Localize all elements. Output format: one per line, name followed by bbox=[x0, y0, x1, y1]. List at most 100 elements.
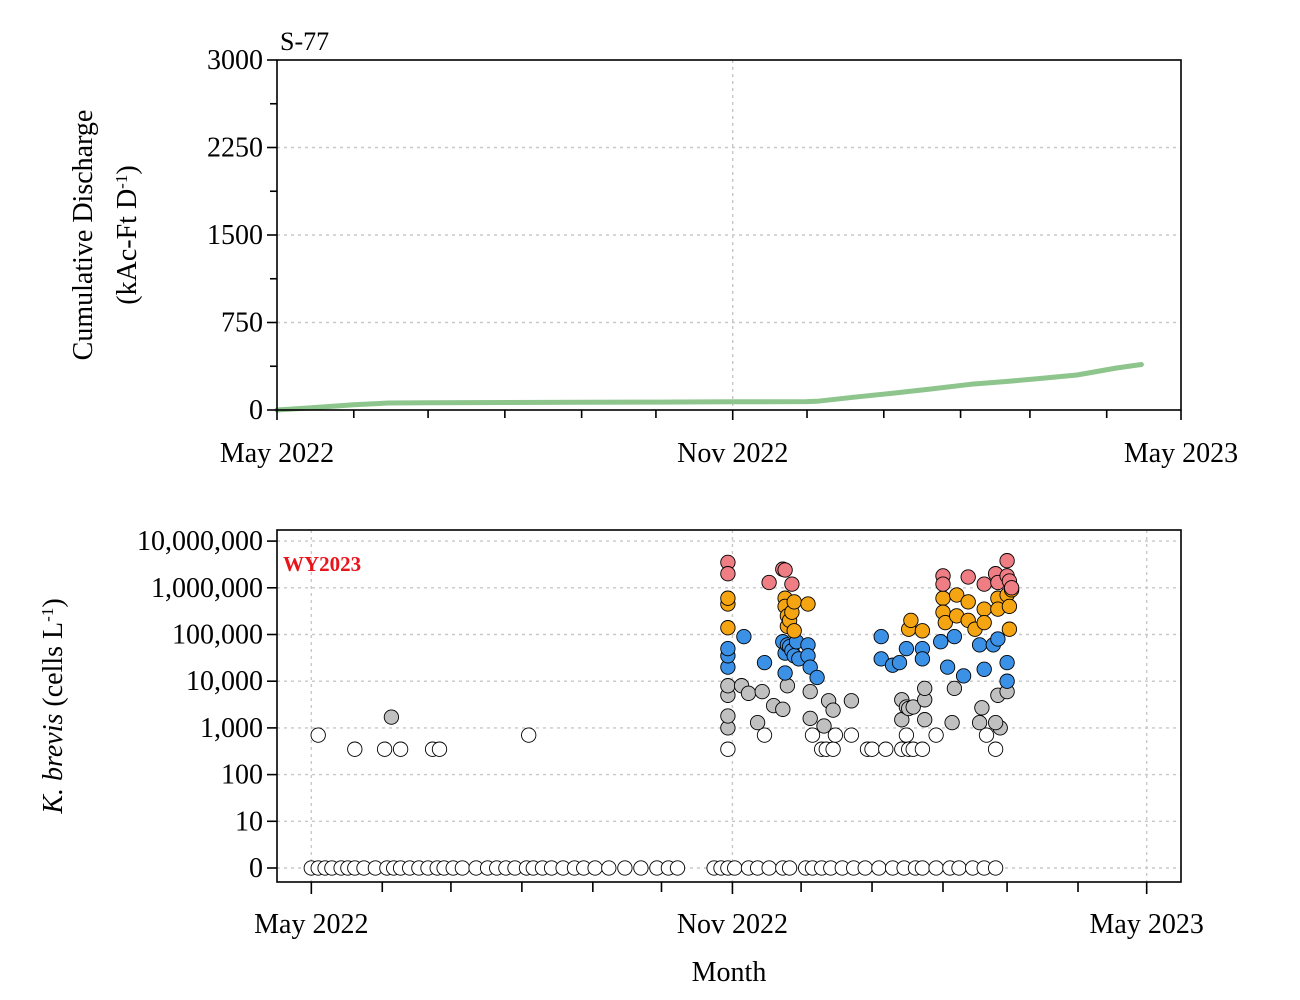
kbrevis-point bbox=[1001, 598, 1018, 615]
kbrevis-point bbox=[825, 741, 841, 757]
kbrevis-point bbox=[347, 741, 363, 757]
kbrevis-point bbox=[905, 699, 921, 715]
kbrevis-point bbox=[971, 637, 988, 653]
kbrevis-point bbox=[978, 727, 995, 743]
kbrevis-point bbox=[949, 587, 965, 603]
kbrevis-point bbox=[955, 668, 972, 684]
kbrevis-point bbox=[749, 714, 766, 731]
kbrevis-point bbox=[976, 601, 992, 617]
kbrevis-point bbox=[935, 590, 951, 606]
kbrevis-point bbox=[946, 628, 963, 645]
kbrevis-point bbox=[376, 741, 393, 757]
discharge-y-axis-unit: (kAc-Ft D-1) bbox=[112, 165, 144, 304]
kbrevis-point bbox=[720, 678, 736, 694]
kbrevis-x-tick-label: May 2023 bbox=[1090, 909, 1204, 940]
kbrevis-grid bbox=[277, 530, 1181, 882]
kbrevis-point bbox=[779, 678, 796, 694]
kbrevis-point bbox=[898, 640, 915, 657]
kbrevis-point bbox=[871, 860, 887, 876]
kbrevis-point bbox=[946, 680, 963, 697]
kbrevis-point bbox=[891, 654, 908, 671]
discharge-y-tick-label: 750 bbox=[221, 308, 263, 339]
kbrevis-x-axis-title: Month bbox=[692, 957, 767, 988]
discharge-y-tick-label: 2250 bbox=[207, 133, 263, 164]
discharge-x-tick-label: Nov 2022 bbox=[677, 438, 788, 469]
kbrevis-point bbox=[720, 590, 736, 606]
kbrevis-y-tick-label: 10,000 bbox=[186, 666, 263, 697]
kbrevis-point bbox=[800, 596, 816, 612]
kbrevis-point bbox=[1001, 621, 1018, 637]
kbrevis-y-tick-label: 0 bbox=[249, 853, 263, 884]
kbrevis-point bbox=[720, 741, 736, 757]
kbrevis-y-tick-label: 100 bbox=[221, 760, 263, 791]
kbrevis-point bbox=[761, 860, 777, 876]
kbrevis-point bbox=[761, 574, 777, 591]
kbrevis-point bbox=[727, 860, 743, 876]
kbrevis-point bbox=[784, 576, 800, 592]
kbrevis-point bbox=[999, 654, 1015, 671]
kbrevis-point bbox=[999, 673, 1015, 689]
kbrevis-point bbox=[857, 860, 873, 876]
kbrevis-point bbox=[974, 700, 990, 716]
discharge-series-line bbox=[274, 362, 1144, 413]
kbrevis-point bbox=[736, 628, 752, 645]
kbrevis-point bbox=[802, 710, 818, 727]
kbrevis-point bbox=[843, 693, 860, 709]
kbrevis-x-tick-label: May 2022 bbox=[254, 909, 368, 940]
kbrevis-point bbox=[903, 612, 919, 629]
kbrevis-point bbox=[720, 566, 736, 582]
kbrevis-point bbox=[999, 553, 1015, 569]
kbrevis-point bbox=[786, 594, 802, 610]
kbrevis-point bbox=[720, 620, 736, 636]
kbrevis-point bbox=[720, 708, 736, 724]
kbrevis-point bbox=[990, 631, 1006, 647]
wy-annotation: WY2023 bbox=[283, 552, 361, 576]
kbrevis-point bbox=[754, 683, 770, 700]
kbrevis-point bbox=[971, 714, 988, 731]
kbrevis-point bbox=[587, 860, 603, 876]
kbrevis-point bbox=[864, 741, 880, 757]
kbrevis-point bbox=[873, 628, 889, 645]
kbrevis-point bbox=[804, 727, 821, 743]
kbrevis-point bbox=[756, 727, 773, 743]
kbrevis-point bbox=[928, 727, 944, 743]
kbrevis-point bbox=[383, 709, 400, 725]
kbrevis-point bbox=[310, 727, 326, 743]
kbrevis-point bbox=[802, 683, 818, 700]
discharge-ticks: May 2022 Nov 2022 May 2023 0 750 1500 2250 3000 bbox=[207, 45, 1238, 469]
discharge-x-tick-label: May 2023 bbox=[1124, 438, 1238, 469]
kbrevis-point bbox=[601, 860, 617, 876]
kbrevis-point bbox=[917, 712, 933, 728]
kbrevis-point bbox=[960, 569, 976, 585]
kbrevis-point bbox=[843, 727, 860, 743]
kbrevis-y-tick-label: 10 bbox=[235, 806, 263, 837]
kbrevis-point bbox=[454, 860, 471, 876]
kbrevis-point bbox=[987, 714, 1004, 731]
kbrevis-point bbox=[976, 614, 992, 631]
kbrevis-point bbox=[777, 562, 793, 578]
kbrevis-point bbox=[917, 680, 933, 697]
kbrevis-point bbox=[633, 860, 649, 876]
kbrevis-point bbox=[914, 860, 931, 876]
kbrevis-point bbox=[809, 669, 825, 686]
discharge-panel: May 2022 Nov 2022 May 2023 0 750 1500 2250 3000… bbox=[68, 27, 1238, 469]
kbrevis-point bbox=[933, 634, 949, 650]
kbrevis-point bbox=[781, 860, 798, 876]
kbrevis-y-tick-label: 10,000,000 bbox=[137, 526, 263, 557]
discharge-grid bbox=[277, 60, 1181, 410]
kbrevis-ticks: May 2022 Nov 2022 May 2023 0 10 100 1,000 10,00… bbox=[137, 526, 1204, 940]
kbrevis-point bbox=[740, 685, 757, 701]
kbrevis-panel: May 2022 Nov 2022 May 2023 0 10 100 1,000 10,00… bbox=[38, 526, 1204, 988]
discharge-y-axis-title: Cumulative Discharge bbox=[68, 110, 99, 361]
kbrevis-point bbox=[935, 576, 951, 592]
discharge-y-tick-label: 1500 bbox=[207, 220, 263, 251]
kbrevis-point bbox=[960, 594, 976, 610]
kbrevis-y-tick-label: 1,000,000 bbox=[151, 573, 263, 604]
kbrevis-y-axis-title: K. brevis (cells L-1) bbox=[38, 598, 70, 814]
kbrevis-point bbox=[720, 640, 736, 657]
kbrevis-point bbox=[976, 661, 992, 677]
kbrevis-point bbox=[617, 860, 633, 876]
kbrevis-point bbox=[1003, 580, 1020, 596]
discharge-x-tick-label: May 2022 bbox=[220, 438, 334, 469]
